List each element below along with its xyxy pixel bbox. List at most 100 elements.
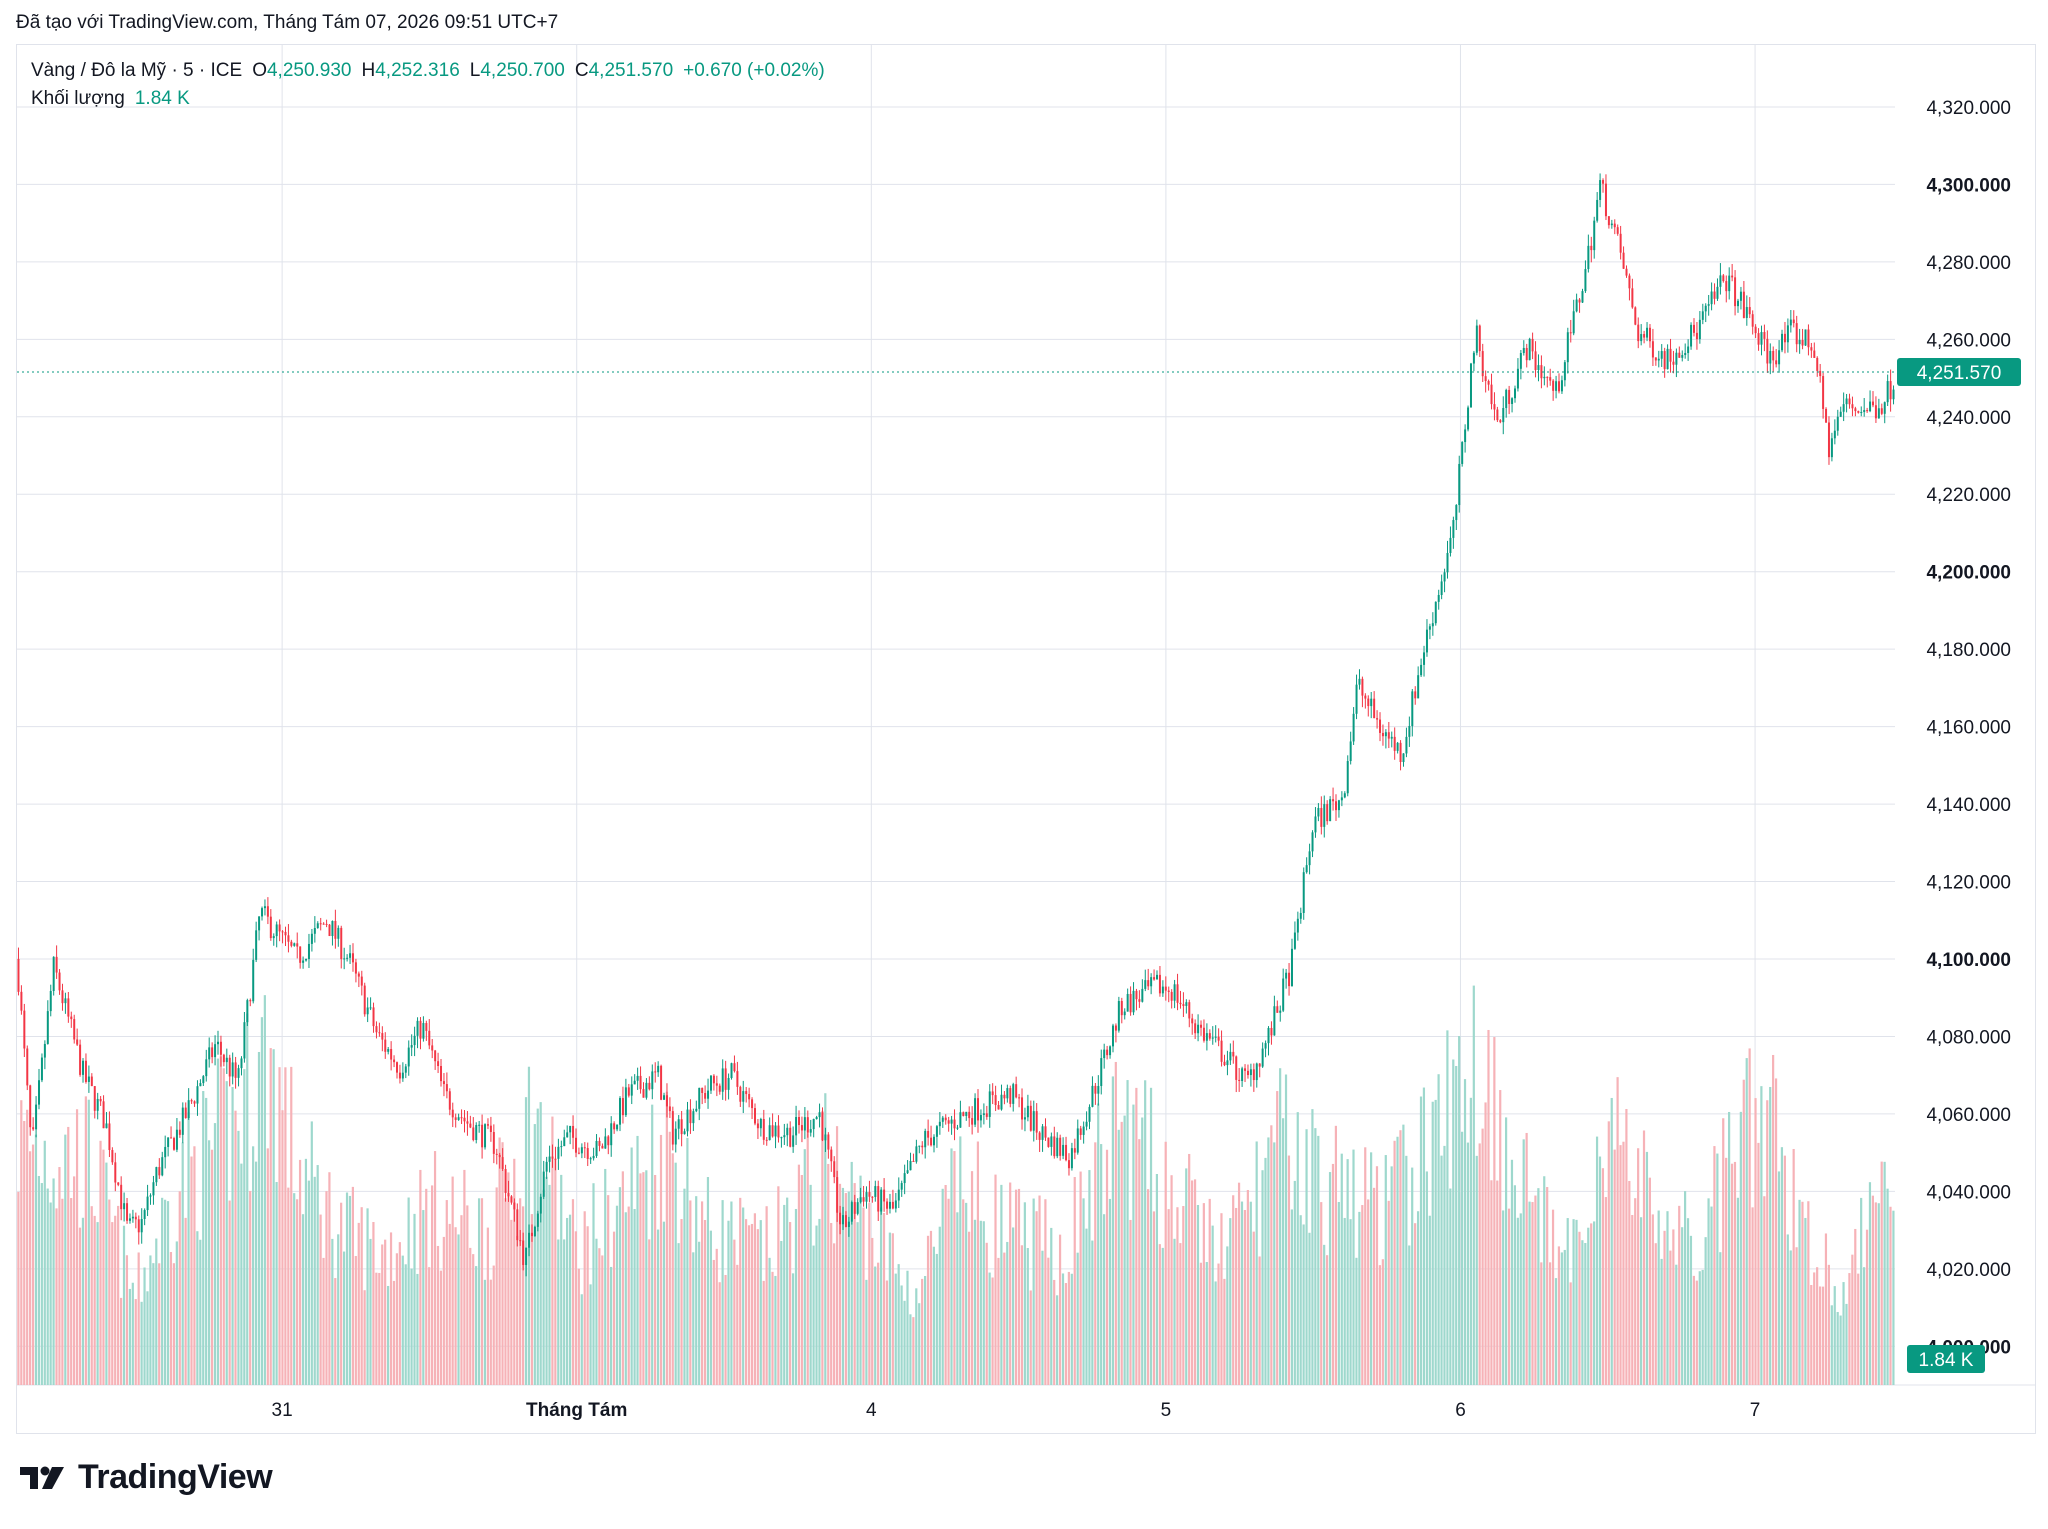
price-chart[interactable]: 4,320.000 4,300.000 4,280.000 4,260.000 4,24… — [17, 45, 2035, 1433]
open-label: O — [252, 60, 267, 81]
volume-bar — [128, 1288, 131, 1385]
volume-bar — [988, 1272, 991, 1385]
price-tick-label: 4,040.000 — [1926, 1182, 2011, 1203]
volume-bar — [548, 1184, 551, 1385]
candle-body — [1114, 1025, 1117, 1031]
volume-bar — [395, 1253, 399, 1385]
candle-body — [425, 1023, 428, 1031]
candle-body — [1376, 718, 1379, 720]
volume-bar — [384, 1239, 387, 1385]
candle-body — [680, 1119, 683, 1135]
volume-bar — [695, 1196, 698, 1385]
candle-body — [310, 933, 313, 944]
volume-bar — [903, 1300, 906, 1385]
volume-bar — [1129, 1219, 1132, 1385]
symbol-label[interactable]: Vàng / Đô la Mỹ · 5 · ICE — [31, 60, 243, 81]
candle-body — [1106, 1049, 1109, 1056]
volume-bar — [1214, 1281, 1217, 1385]
volume-bar — [712, 1259, 715, 1385]
volume-bar — [325, 1191, 328, 1385]
volume-bar — [1537, 1188, 1540, 1385]
volume-bar — [1660, 1258, 1663, 1385]
volume-bar — [1525, 1132, 1528, 1385]
volume-bar — [1774, 1078, 1778, 1385]
volume-bar — [800, 1175, 803, 1385]
candle-body — [1244, 1068, 1247, 1071]
candle-body — [1035, 1111, 1038, 1133]
candle-body — [1886, 381, 1889, 403]
candle-body — [1739, 291, 1742, 301]
candle-body — [90, 1076, 93, 1087]
volume-bar — [208, 1140, 211, 1385]
volume-bar — [586, 1226, 589, 1385]
candle-body — [1317, 807, 1320, 817]
volume-bar — [1648, 1177, 1651, 1385]
volume-bar — [205, 1097, 208, 1385]
volume-bar — [1739, 1111, 1742, 1385]
volume-bar — [501, 1142, 504, 1385]
candle-body — [742, 1091, 745, 1102]
candle-body — [839, 1212, 842, 1225]
candle-body — [888, 1201, 891, 1209]
candle-body — [1622, 252, 1625, 269]
volume-bar — [1672, 1229, 1675, 1385]
volume-bar — [830, 1222, 833, 1385]
volume-bar — [1440, 1155, 1443, 1385]
candle-body — [786, 1127, 789, 1136]
candle-body — [924, 1130, 927, 1148]
candle-body — [1167, 990, 1170, 992]
volume-bar — [190, 1156, 193, 1385]
volume-bar — [43, 1140, 46, 1385]
candle-body — [237, 1068, 240, 1078]
volume-bar — [1560, 1252, 1563, 1385]
volume-bar — [1208, 1198, 1211, 1385]
volume-bar — [1604, 1197, 1607, 1385]
candle-body — [1892, 389, 1895, 400]
candle-body — [551, 1156, 554, 1159]
candle-body — [1191, 1018, 1194, 1024]
candle-body — [422, 1023, 425, 1039]
tradingview-logo[interactable]: TradingView — [18, 1458, 273, 1497]
candle-body — [381, 1033, 384, 1040]
volume-bar — [1757, 1142, 1760, 1385]
candle-body — [1387, 732, 1390, 739]
candle-body — [1384, 732, 1387, 737]
candle-body — [343, 958, 346, 960]
candle-body — [780, 1137, 783, 1139]
volume-bar — [700, 1201, 704, 1385]
candle-body — [536, 1213, 539, 1227]
volume-bar — [797, 1164, 801, 1385]
candle-body — [252, 959, 255, 1002]
candle-body — [1845, 398, 1848, 405]
candle-body — [1364, 695, 1367, 699]
candle-body — [1059, 1137, 1062, 1156]
candle-body — [595, 1140, 598, 1156]
chart-frame[interactable]: 4,320.000 4,300.000 4,280.000 4,260.000 4,24… — [16, 44, 2036, 1434]
volume-bar — [1710, 1206, 1713, 1385]
candle-body — [208, 1047, 211, 1060]
candle-body — [1660, 351, 1663, 359]
volume-label[interactable]: Khối lượng — [31, 88, 125, 109]
candle-body — [1742, 291, 1745, 318]
candle-body — [935, 1126, 938, 1137]
volume-bar — [1777, 1171, 1781, 1385]
volume-bar — [155, 1238, 158, 1385]
volume-bar — [166, 1201, 170, 1385]
volume-bar — [237, 1130, 240, 1385]
volume-bar — [1669, 1250, 1672, 1385]
volume-bar — [1860, 1197, 1863, 1385]
volume-bar — [73, 1176, 76, 1385]
candle-body — [572, 1125, 575, 1138]
volume-bar — [1745, 1058, 1748, 1385]
volume-bar — [821, 1110, 824, 1385]
price-tick-label: 4,300.000 — [1926, 175, 2011, 196]
volume-bar — [1733, 1161, 1737, 1385]
candle-body — [73, 1019, 76, 1040]
candle-body — [621, 1098, 624, 1116]
volume-bar — [1783, 1155, 1786, 1385]
volume-bar — [281, 1110, 284, 1385]
candle-body — [774, 1125, 777, 1137]
candle-body — [1032, 1111, 1035, 1131]
volume-bar — [1337, 1202, 1340, 1385]
candle-body — [927, 1130, 930, 1138]
